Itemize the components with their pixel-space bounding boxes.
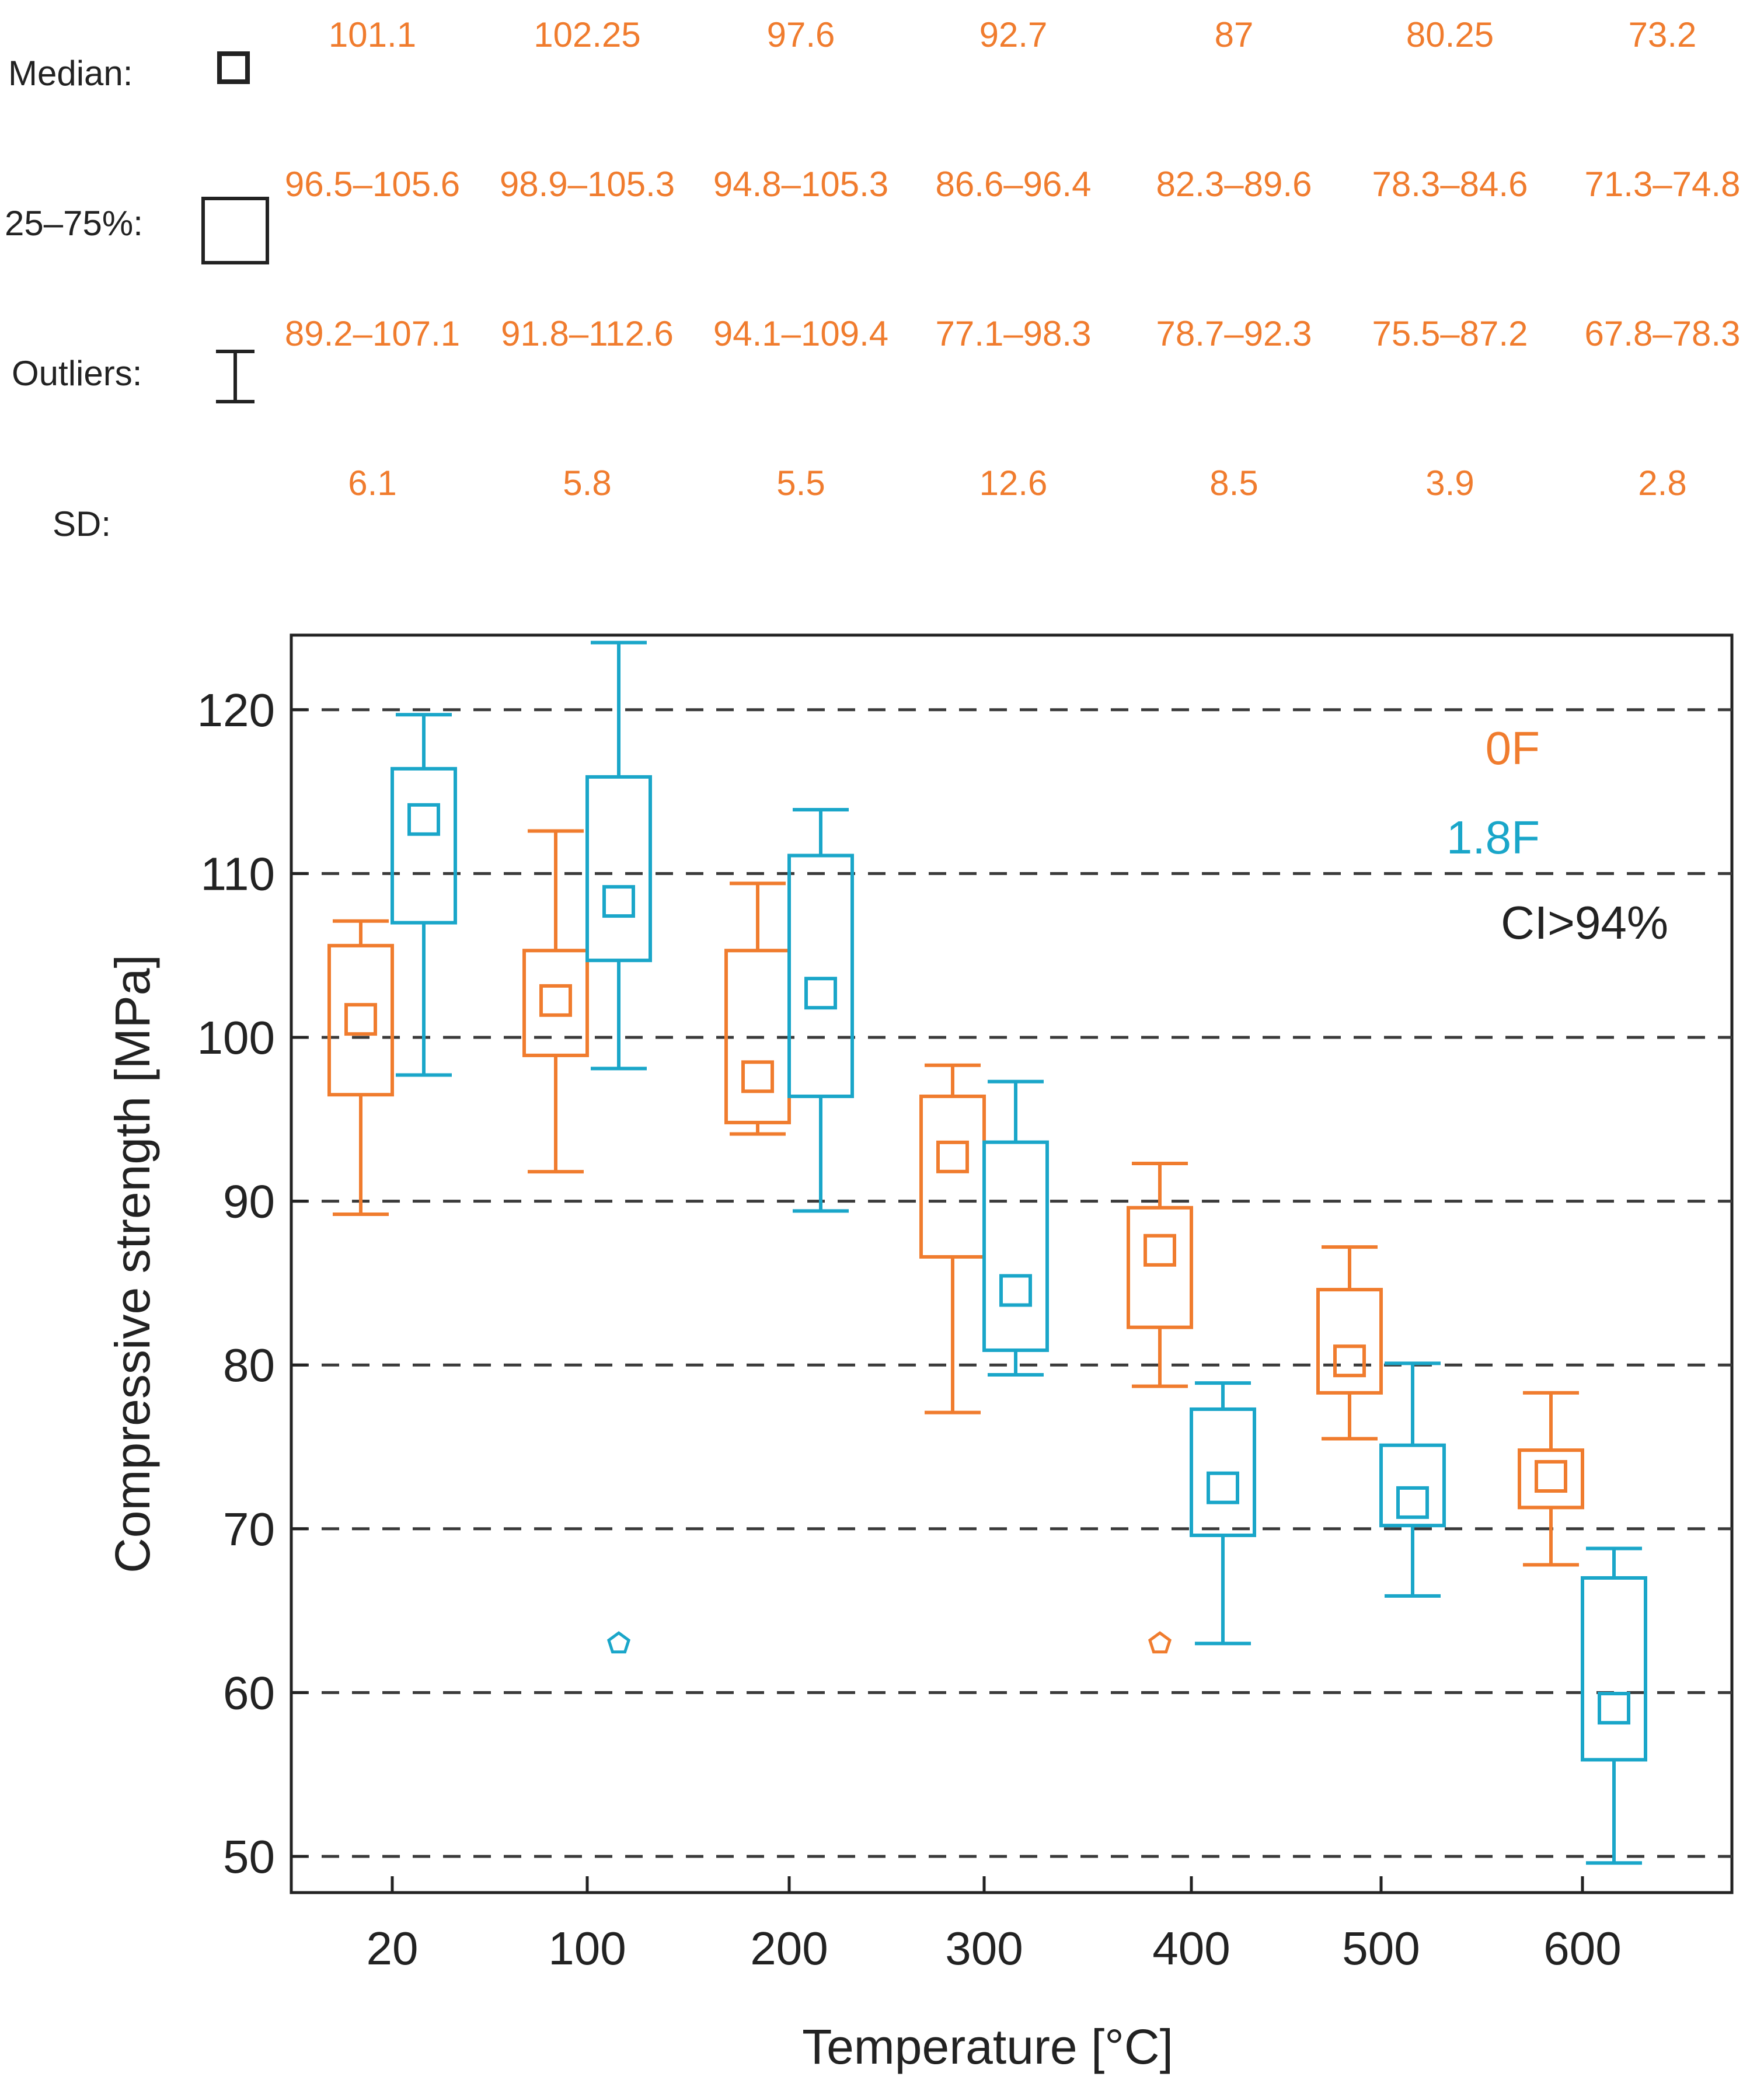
x-tick-label: 500	[1342, 1922, 1420, 1974]
stats-sd-0F: 8.5	[1209, 464, 1258, 503]
stats-sd-0F: 5.5	[776, 464, 825, 503]
legend-note-ci: CI>94%	[1501, 897, 1668, 949]
x-tick-label: 20	[367, 1922, 419, 1974]
stats-median-0F: 97.6	[767, 15, 835, 54]
x-tick-label: 600	[1543, 1922, 1621, 1974]
outliers-key-glyph	[216, 350, 255, 403]
stats-table-values: 101.1 102.25 97.6 92.7 87 80.25 73.2 96.5–105.6…	[285, 15, 1741, 503]
y-tick-label: 80	[223, 1339, 275, 1391]
median-marker	[741, 1060, 774, 1093]
median-marker	[1396, 1486, 1429, 1519]
outlier-point	[1148, 1631, 1172, 1654]
y-tick-label: 60	[223, 1667, 275, 1719]
stats-iqr-0F: 71.3–74.8	[1585, 165, 1741, 204]
stats-iqr-0F: 98.9–105.3	[500, 165, 675, 204]
iqr-box	[585, 775, 652, 963]
grid-lines	[291, 708, 1732, 1858]
median-marker	[407, 803, 440, 836]
x-axis-title: Temperature [°C]	[802, 2019, 1173, 2074]
stats-outliers-0F: 89.2–107.1	[285, 314, 460, 353]
iqr-box	[1581, 1576, 1647, 1762]
median-marker	[539, 984, 572, 1017]
median-marker	[1144, 1234, 1176, 1267]
median-marker	[1535, 1460, 1567, 1493]
stats-sd-0F: 3.9	[1425, 464, 1474, 503]
x-tick-label: 200	[750, 1922, 828, 1974]
stats-median-0F: 87	[1215, 15, 1254, 54]
median-marker	[1598, 1692, 1630, 1725]
x-tick-label: 300	[945, 1922, 1023, 1974]
series-0F	[327, 829, 1584, 1654]
y-tick-label: 100	[197, 1012, 275, 1064]
y-tick-label: 110	[200, 848, 275, 900]
iqr-box	[1379, 1443, 1446, 1528]
stats-iqr-0F: 78.3–84.6	[1372, 165, 1528, 204]
stats-outliers-0F: 77.1–98.3	[936, 314, 1092, 353]
stats-sd-0F: 6.1	[348, 464, 396, 503]
median-marker	[1207, 1471, 1239, 1504]
stats-iqr-0F: 96.5–105.6	[285, 165, 460, 204]
x-tick-label: 100	[548, 1922, 626, 1974]
median-marker	[999, 1274, 1032, 1307]
iqr-key-glyph	[201, 197, 269, 264]
iqr-box	[919, 1095, 986, 1259]
stats-iqr-0F: 82.3–89.6	[1156, 165, 1312, 204]
y-axis-title: Compressive strength [MPa]	[105, 954, 160, 1573]
y-tick-label: 120	[197, 684, 275, 736]
iqr-box	[1127, 1205, 1193, 1329]
iqr-box	[1190, 1407, 1256, 1538]
iqr-box	[327, 943, 394, 1097]
stats-label-median: Median:	[8, 54, 133, 93]
median-marker	[344, 1003, 377, 1036]
median-key-glyph	[217, 51, 250, 84]
y-tick-label: 90	[223, 1176, 275, 1228]
outlier-point	[606, 1631, 631, 1654]
y-tick-label: 50	[223, 1831, 275, 1883]
box-series	[327, 640, 1647, 1865]
stats-median-0F: 102.25	[534, 15, 641, 54]
stats-label-iqr: 25–75%:	[5, 204, 143, 243]
median-marker	[1333, 1344, 1366, 1378]
stats-label-sd: SD:	[53, 504, 111, 543]
legend-entry-1-8f: 1.8F	[1446, 811, 1540, 863]
iqr-box	[1518, 1448, 1584, 1510]
y-axis: 50 60 70 80 90 100 110 120	[197, 684, 308, 1883]
iqr-box	[787, 853, 854, 1099]
stats-median-0F: 80.25	[1406, 15, 1494, 54]
stats-outliers-0F: 67.8–78.3	[1585, 314, 1741, 353]
stats-median-0F: 92.7	[979, 15, 1048, 54]
series-1-8F	[391, 640, 1647, 1865]
median-marker	[804, 977, 837, 1010]
plot-frame	[290, 633, 1734, 1894]
iqr-box	[522, 949, 589, 1057]
median-marker	[602, 885, 635, 918]
stats-sd-0F: 12.6	[979, 464, 1048, 503]
stats-outliers-0F: 75.5–87.2	[1372, 314, 1528, 353]
y-tick-label: 70	[223, 1503, 275, 1555]
stats-label-outliers: Outliers:	[12, 354, 142, 393]
iqr-box	[982, 1140, 1049, 1352]
median-marker	[936, 1140, 969, 1173]
iqr-box	[1316, 1288, 1383, 1395]
stats-outliers-0F: 91.8–112.6	[501, 314, 674, 353]
stats-iqr-0F: 86.6–96.4	[936, 165, 1092, 204]
stats-iqr-0F: 94.8–105.3	[713, 165, 888, 204]
stats-median-0F: 73.2	[1629, 15, 1697, 54]
x-axis: 20 100 200 300 400 500 600	[367, 1876, 1622, 1974]
stats-sd-0F: 5.8	[563, 464, 611, 503]
iqr-box	[391, 766, 457, 925]
legend-entry-0f: 0F	[1486, 722, 1540, 774]
stats-outliers-0F: 94.1–109.4	[713, 314, 888, 353]
stats-sd-0F: 2.8	[1638, 464, 1686, 503]
x-tick-label: 400	[1152, 1922, 1230, 1974]
stats-outliers-0F: 78.7–92.3	[1156, 314, 1312, 353]
stats-median-0F: 101.1	[329, 15, 416, 54]
